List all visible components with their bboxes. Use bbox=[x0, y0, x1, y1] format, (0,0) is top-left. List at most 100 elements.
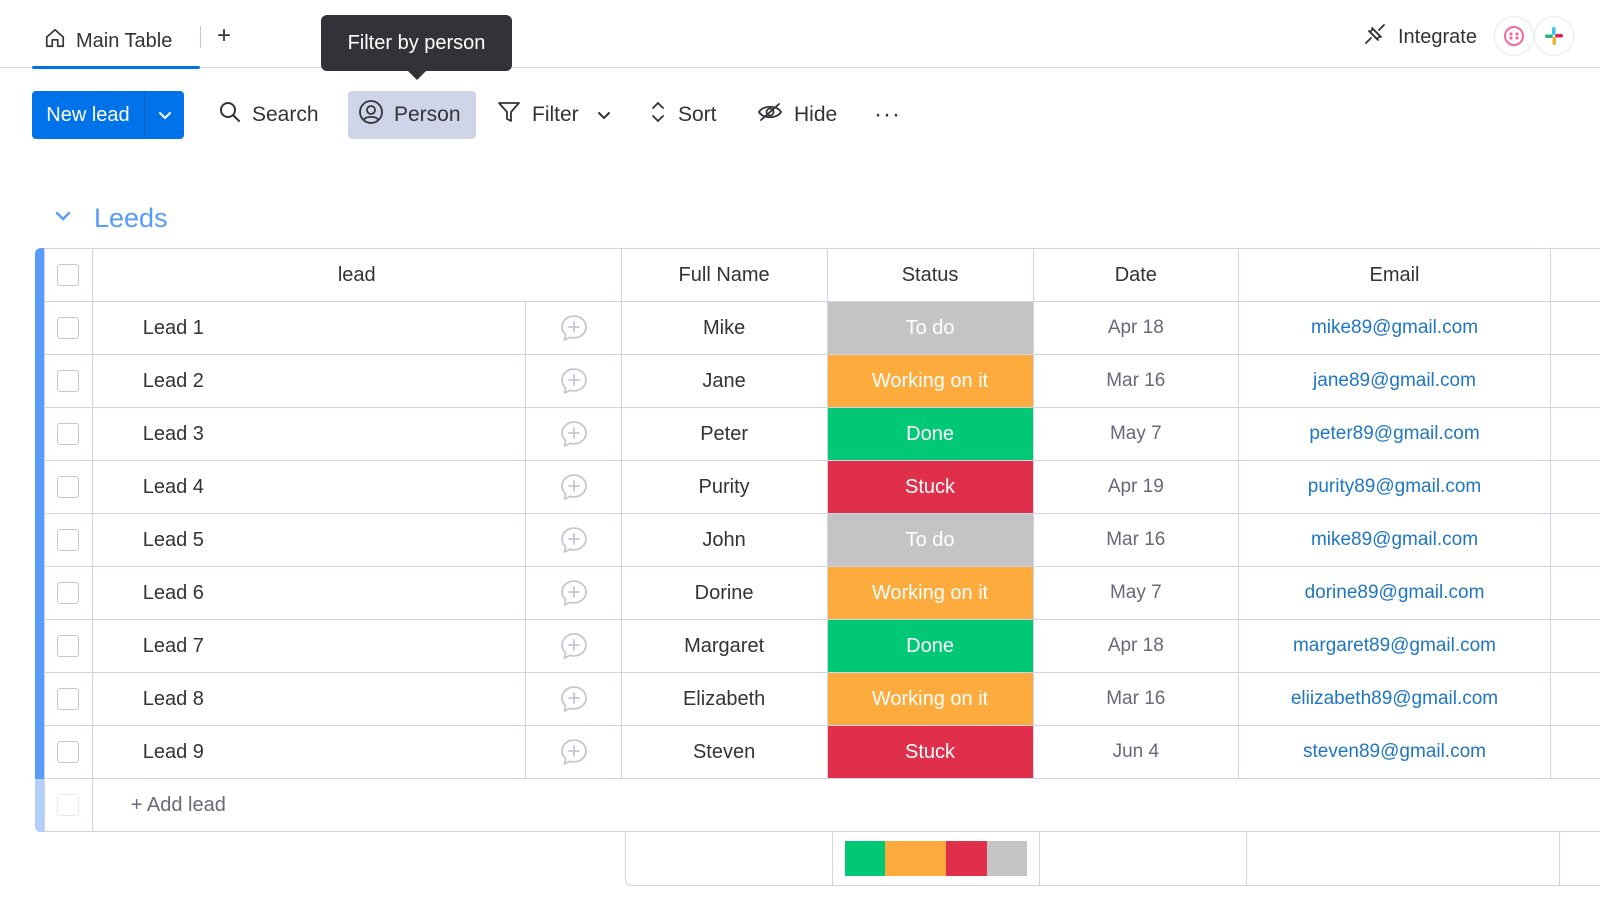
add-update-icon[interactable] bbox=[559, 419, 589, 449]
add-update-icon[interactable] bbox=[559, 525, 589, 555]
full-name-cell[interactable]: John bbox=[620, 513, 828, 567]
date-cell[interactable]: Apr 18 bbox=[1032, 619, 1240, 673]
select-all-checkbox[interactable] bbox=[57, 264, 80, 287]
add-update-icon[interactable] bbox=[559, 578, 589, 608]
row-checkbox[interactable] bbox=[57, 529, 80, 552]
column-header-full-name[interactable]: Full Name bbox=[620, 248, 828, 302]
date-cell[interactable]: Jun 4 bbox=[1032, 725, 1240, 779]
status-cell[interactable]: Working on it bbox=[826, 354, 1034, 408]
date-cell[interactable]: May 7 bbox=[1032, 566, 1240, 620]
email-cell[interactable]: mike89@gmail.com bbox=[1238, 513, 1551, 567]
full-name-cell[interactable]: Jane bbox=[620, 354, 828, 408]
conversation-cell[interactable] bbox=[525, 566, 622, 620]
row-checkbox[interactable] bbox=[57, 688, 80, 711]
table-row[interactable]: Lead 1 Mike To do Apr 18 mike89@gmail.com bbox=[44, 301, 1600, 355]
full-name-cell[interactable]: Peter bbox=[620, 407, 828, 461]
email-cell[interactable]: peter89@gmail.com bbox=[1238, 407, 1551, 461]
email-cell[interactable]: purity89@gmail.com bbox=[1238, 460, 1551, 514]
date-cell[interactable]: Mar 16 bbox=[1032, 354, 1240, 408]
table-row[interactable]: Lead 6 Dorine Working on it May 7 dorine89@g… bbox=[44, 566, 1600, 620]
add-tab-button[interactable]: + bbox=[216, 22, 231, 49]
status-cell[interactable]: Stuck bbox=[826, 460, 1034, 514]
filter-dropdown[interactable] bbox=[590, 91, 618, 139]
table-row[interactable]: Lead 3 Peter Done May 7 peter89@gmail.com bbox=[44, 407, 1600, 461]
status-cell[interactable]: To do bbox=[826, 301, 1034, 355]
row-check-cell[interactable] bbox=[44, 407, 93, 461]
lead-name-cell[interactable]: Lead 3 bbox=[91, 407, 527, 461]
status-cell[interactable]: Working on it bbox=[826, 566, 1034, 620]
hide-button[interactable]: Hide bbox=[746, 91, 847, 139]
row-checkbox[interactable] bbox=[57, 317, 80, 340]
status-cell[interactable]: To do bbox=[826, 513, 1034, 567]
row-checkbox[interactable] bbox=[57, 423, 80, 446]
row-checkbox[interactable] bbox=[57, 741, 80, 764]
row-check-cell[interactable] bbox=[44, 619, 93, 673]
tab-main-table[interactable]: Main Table bbox=[32, 14, 200, 69]
lead-name-cell[interactable]: Lead 2 bbox=[91, 354, 527, 408]
integrate-button[interactable]: Integrate bbox=[1362, 20, 1477, 54]
select-all-cell[interactable] bbox=[44, 248, 93, 302]
row-check-cell[interactable] bbox=[44, 460, 93, 514]
date-cell[interactable]: Apr 18 bbox=[1032, 301, 1240, 355]
row-checkbox[interactable] bbox=[57, 476, 80, 499]
lead-name-cell[interactable]: Lead 6 bbox=[91, 566, 527, 620]
date-cell[interactable]: Mar 16 bbox=[1032, 513, 1240, 567]
row-check-cell[interactable] bbox=[44, 301, 93, 355]
add-update-icon[interactable] bbox=[559, 684, 589, 714]
table-row[interactable]: Lead 5 John To do Mar 16 mike89@gmail.com bbox=[44, 513, 1600, 567]
status-cell[interactable]: Done bbox=[826, 407, 1034, 461]
date-cell[interactable]: Apr 19 bbox=[1032, 460, 1240, 514]
email-cell[interactable]: eliizabeth89@gmail.com bbox=[1238, 672, 1551, 726]
conversation-cell[interactable] bbox=[525, 672, 622, 726]
date-cell[interactable]: May 7 bbox=[1032, 407, 1240, 461]
filter-button[interactable]: Filter bbox=[486, 91, 589, 139]
full-name-cell[interactable]: Elizabeth bbox=[620, 672, 828, 726]
table-row[interactable]: Lead 8 Elizabeth Working on it Mar 16 eliiza… bbox=[44, 672, 1600, 726]
status-cell[interactable]: Done bbox=[826, 619, 1034, 673]
lead-name-cell[interactable]: Lead 1 bbox=[91, 301, 527, 355]
conversation-cell[interactable] bbox=[525, 513, 622, 567]
conversation-cell[interactable] bbox=[525, 725, 622, 779]
full-name-cell[interactable]: Margaret bbox=[620, 619, 828, 673]
table-row[interactable]: Lead 4 Purity Stuck Apr 19 purity89@gmail.co… bbox=[44, 460, 1600, 514]
lead-name-cell[interactable]: Lead 7 bbox=[91, 619, 527, 673]
sort-button[interactable]: Sort bbox=[638, 91, 727, 139]
email-cell[interactable]: jane89@gmail.com bbox=[1238, 354, 1551, 408]
column-header-status[interactable]: Status bbox=[826, 248, 1034, 302]
status-cell[interactable]: Working on it bbox=[826, 672, 1034, 726]
full-name-cell[interactable]: Steven bbox=[620, 725, 828, 779]
email-cell[interactable]: dorine89@gmail.com bbox=[1238, 566, 1551, 620]
add-update-icon[interactable] bbox=[559, 366, 589, 396]
add-update-icon[interactable] bbox=[559, 472, 589, 502]
table-row[interactable]: Lead 9 Steven Stuck Jun 4 steven89@gmail.com bbox=[44, 725, 1600, 779]
conversation-cell[interactable] bbox=[525, 354, 622, 408]
group-title[interactable]: Leeds bbox=[94, 202, 168, 233]
app-integration-icon[interactable] bbox=[1494, 16, 1534, 56]
row-check-cell[interactable] bbox=[44, 566, 93, 620]
conversation-cell[interactable] bbox=[525, 407, 622, 461]
table-row[interactable]: Lead 7 Margaret Done Apr 18 margaret89@gmail… bbox=[44, 619, 1600, 673]
full-name-cell[interactable]: Mike bbox=[620, 301, 828, 355]
date-cell[interactable]: Mar 16 bbox=[1032, 672, 1240, 726]
add-update-icon[interactable] bbox=[559, 737, 589, 767]
new-lead-label[interactable]: New lead bbox=[46, 103, 130, 126]
row-check-cell[interactable] bbox=[44, 725, 93, 779]
email-cell[interactable]: margaret89@gmail.com bbox=[1238, 619, 1551, 673]
row-checkbox[interactable] bbox=[57, 370, 80, 393]
person-filter-button[interactable]: Person bbox=[348, 91, 476, 139]
row-check-cell[interactable] bbox=[44, 672, 93, 726]
table-row[interactable]: Lead 2 Jane Working on it Mar 16 jane89@gmai… bbox=[44, 354, 1600, 408]
lead-name-cell[interactable]: Lead 5 bbox=[91, 513, 527, 567]
status-summary-bar[interactable] bbox=[845, 841, 1027, 876]
add-lead-input[interactable]: + Add lead bbox=[91, 778, 1600, 832]
row-checkbox[interactable] bbox=[57, 582, 80, 605]
column-header-lead[interactable]: lead bbox=[91, 248, 622, 302]
column-header-date[interactable]: Date bbox=[1032, 248, 1240, 302]
full-name-cell[interactable]: Purity bbox=[620, 460, 828, 514]
add-update-icon[interactable] bbox=[559, 631, 589, 661]
lead-name-cell[interactable]: Lead 9 bbox=[91, 725, 527, 779]
lead-name-cell[interactable]: Lead 8 bbox=[91, 672, 527, 726]
more-options-button[interactable]: ··· bbox=[874, 101, 901, 128]
full-name-cell[interactable]: Dorine bbox=[620, 566, 828, 620]
collapse-group-chevron-icon[interactable] bbox=[52, 205, 74, 232]
